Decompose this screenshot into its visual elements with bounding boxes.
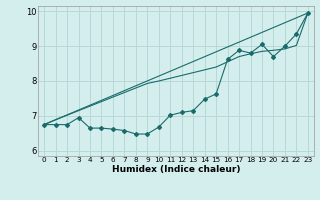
X-axis label: Humidex (Indice chaleur): Humidex (Indice chaleur) [112, 165, 240, 174]
